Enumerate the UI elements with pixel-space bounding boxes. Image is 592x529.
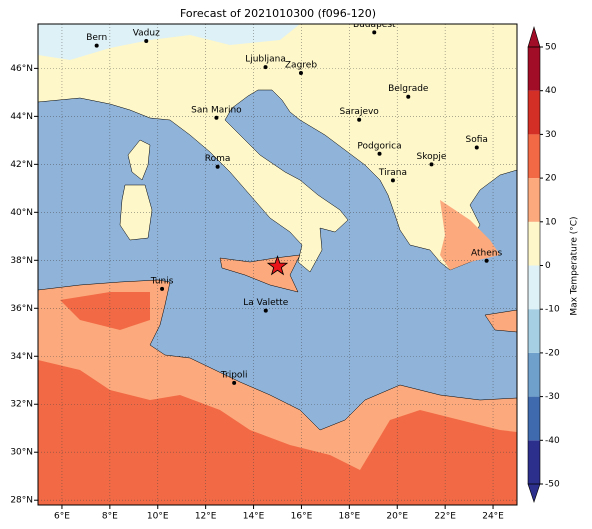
- colorbar-tick-label: -20: [545, 348, 560, 358]
- city-dot: [215, 164, 220, 169]
- city-dot: [377, 151, 382, 156]
- city-dot: [160, 286, 165, 291]
- colorbar-tick-label: 10: [545, 217, 557, 227]
- y-tick-label: 38°N: [10, 256, 33, 266]
- x-tick-label: 18°E: [339, 512, 361, 522]
- colorbar-tick-label: 0: [545, 261, 551, 271]
- sardinia: [119, 184, 153, 241]
- city-dot: [144, 39, 149, 44]
- colorbar-tick-label: 30: [545, 130, 557, 140]
- city-label: Podgorica: [357, 141, 401, 151]
- city-dot: [390, 178, 395, 183]
- colorbar-tick-label: 50: [545, 43, 557, 53]
- colorbar-bin: [528, 309, 540, 353]
- map-frame: [37, 23, 518, 506]
- y-tick-label: 34°N: [10, 352, 33, 362]
- city-label: Athens: [471, 248, 502, 258]
- colorbar-bin: [528, 396, 540, 441]
- city-dot: [263, 65, 268, 70]
- colorbar-bin: [528, 47, 540, 91]
- city-label: Tripoli: [220, 370, 248, 380]
- colorbar-tick-label: 20: [545, 174, 557, 184]
- y-tick-label: 32°N: [10, 400, 33, 410]
- colorbar-extend-top: [527, 25, 541, 48]
- hot-tunisia: [60, 292, 150, 330]
- city-label: Zagreb: [285, 60, 317, 70]
- city-dot: [357, 117, 362, 122]
- city-dot: [484, 258, 489, 263]
- city-label: Vaduz: [133, 29, 160, 39]
- y-tick-label: 28°N: [10, 496, 33, 506]
- city-dot: [214, 115, 219, 120]
- y-tick-label: 46°N: [10, 64, 33, 74]
- city-label: Tirana: [378, 168, 407, 178]
- colorbar-bin: [528, 90, 540, 135]
- axes: 6°E 8°E 10°E 12°E 14°E 16°E 18°E 20°E 22°E 24°E 28…: [10, 64, 504, 522]
- city-label: Sofia: [466, 135, 488, 145]
- city-label: La Valette: [243, 298, 288, 308]
- grid: [38, 24, 517, 505]
- colorbar-tick-label: -40: [545, 436, 560, 446]
- colorbar-bin: [528, 440, 540, 484]
- greece-warm: [440, 200, 500, 270]
- colorbar-bin: [528, 352, 540, 397]
- corsica: [127, 139, 151, 181]
- x-tick-label: 20°E: [386, 512, 408, 522]
- colorbar-tick-label: 40: [545, 86, 557, 96]
- city-dot: [94, 43, 99, 48]
- x-tick-label: 14°E: [243, 512, 265, 522]
- x-tick-label: 24°E: [482, 512, 504, 522]
- colorbar-extend-bottom: [527, 483, 541, 503]
- y-tick-label: 30°N: [10, 448, 33, 458]
- city-label: Skopje: [417, 152, 447, 162]
- x-tick-label: 22°E: [434, 512, 456, 522]
- cold-alps: [38, 24, 300, 60]
- colorbar-bin: [528, 265, 540, 310]
- y-tick-label: 40°N: [10, 208, 33, 218]
- city-dot: [263, 308, 268, 313]
- x-tick-label: 12°E: [195, 512, 217, 522]
- colorbar-tick-label: -30: [545, 392, 560, 402]
- city-label: Budapest: [353, 20, 396, 30]
- colorbar-label: Max Temperature (°C): [570, 216, 580, 315]
- star-marker: [266, 255, 289, 276]
- city-label: Belgrade: [388, 84, 429, 94]
- city-label: Tunis: [150, 276, 174, 286]
- city-label: Bern: [86, 33, 107, 43]
- x-tick-label: 8°E: [102, 512, 118, 522]
- x-tick-label: 16°E: [291, 512, 313, 522]
- colorbar-bin: [528, 134, 540, 179]
- city-dot: [372, 30, 377, 35]
- city-label: San Marino: [191, 105, 242, 115]
- city-dot: [406, 94, 411, 99]
- city-dot: [474, 145, 479, 150]
- map-title: Forecast of 2021010300 (f096-120): [180, 7, 376, 20]
- colorbar: -50 -40 -30 -20 -10 0 10 20 30 40 50: [527, 25, 560, 503]
- colorbar-tick-label: -50: [545, 480, 560, 490]
- colorbar-bin: [528, 221, 540, 266]
- city-label: Roma: [205, 154, 231, 164]
- city-dot: [429, 162, 434, 167]
- city-dot: [232, 380, 237, 385]
- x-tick-label: 6°E: [54, 512, 70, 522]
- y-tick-label: 42°N: [10, 160, 33, 170]
- y-tick-label: 44°N: [10, 112, 33, 122]
- city-label: Sarajevo: [340, 107, 380, 117]
- y-tick-label: 36°N: [10, 304, 33, 314]
- city-label: Ljubljana: [245, 55, 286, 65]
- city-dot: [298, 70, 303, 75]
- x-tick-label: 10°E: [147, 512, 169, 522]
- colorbar-tick-label: -10: [545, 305, 560, 315]
- colorbar-bin: [528, 178, 540, 222]
